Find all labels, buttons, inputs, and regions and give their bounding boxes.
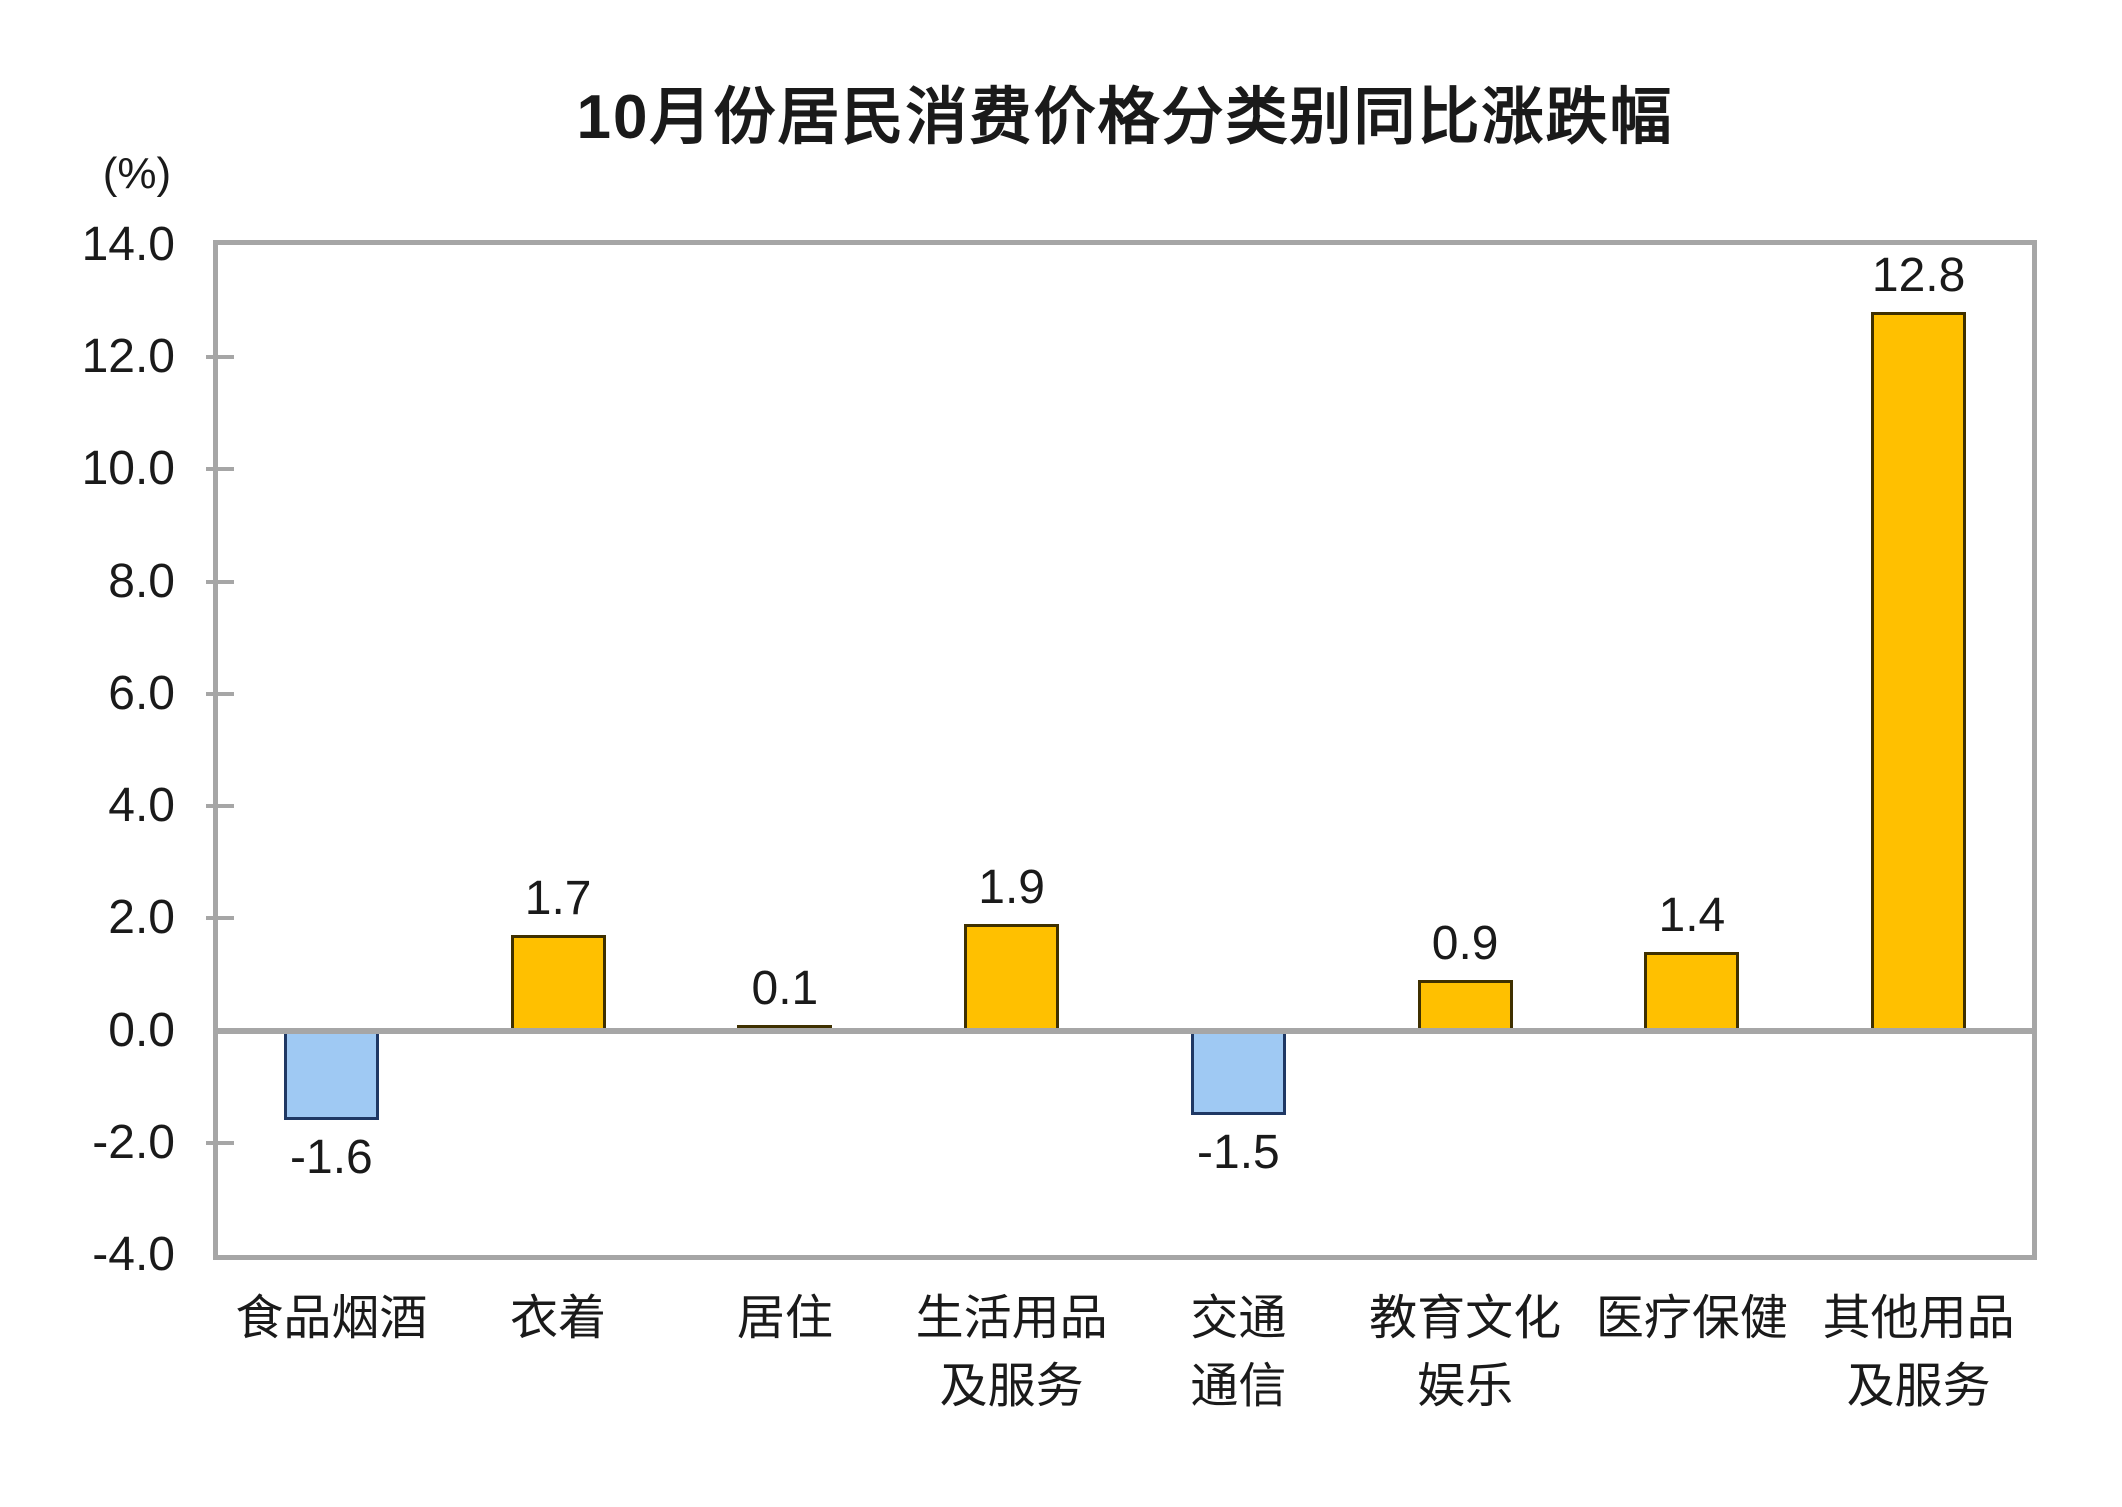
y-tick-label: -4.0	[92, 1228, 175, 1281]
x-tick-label-line: 其他用品	[1822, 1292, 2015, 1345]
x-tick-label: 其他用品 及服务	[1823, 1285, 2015, 1421]
bar	[1871, 312, 1967, 1031]
bar	[510, 935, 606, 1031]
x-tick-label: 衣着	[510, 1285, 606, 1353]
y-tick-label: 2.0	[108, 891, 175, 945]
bar-value-label: 12.8	[1871, 249, 1966, 303]
bar-value-label: 1.7	[524, 872, 592, 926]
bar-value-label: 0.9	[1431, 917, 1499, 971]
x-tick-label-line: 教育文化	[1369, 1292, 1562, 1345]
y-tick-mark	[206, 916, 234, 921]
plot-area	[213, 240, 2037, 1260]
x-tick-label-line: 及服务	[939, 1360, 1084, 1413]
x-tick-label-line: 通信	[1190, 1360, 1287, 1413]
y-tick-mark	[206, 691, 234, 696]
x-tick-label-line: 及服务	[1846, 1360, 1991, 1413]
chart-title: 10月份居民消费价格分类别同比涨跌幅	[576, 83, 1674, 152]
y-tick-mark	[206, 355, 234, 360]
y-tick-mark	[206, 804, 234, 809]
bar-value-label: 1.9	[978, 860, 1045, 914]
y-tick-label: 8.0	[108, 554, 175, 608]
y-tick-label: 14.0	[81, 218, 175, 271]
y-axis-unit-label: (%)	[102, 149, 172, 198]
x-tick-label-line: 食品烟酒	[235, 1292, 428, 1345]
x-tick-label: 医疗保健	[1596, 1285, 1788, 1353]
bar	[1417, 980, 1513, 1031]
zero-axis-line	[218, 1027, 2032, 1034]
x-tick-label: 教育文化 娱乐	[1369, 1285, 1561, 1421]
bar-value-label: 0.1	[751, 961, 819, 1015]
x-tick-label: 食品烟酒	[235, 1285, 427, 1353]
bar-value-label: -1.5	[1197, 1125, 1280, 1179]
bar	[964, 923, 1060, 1031]
bar-value-label: 1.4	[1658, 889, 1726, 942]
x-tick-label-line: 娱乐	[1417, 1360, 1514, 1413]
x-tick-label-line: 居住	[736, 1292, 833, 1345]
x-tick-label: 生活用品 及服务	[916, 1285, 1108, 1421]
y-tick-label: 4.0	[108, 779, 175, 833]
bar	[283, 1030, 379, 1121]
x-tick-label-line: 衣着	[510, 1292, 607, 1345]
x-tick-label-line: 交通	[1190, 1292, 1287, 1345]
y-tick-mark	[206, 579, 234, 584]
bar	[1190, 1030, 1286, 1115]
y-tick-mark	[206, 1140, 234, 1145]
y-tick-label: 0.0	[108, 1003, 175, 1057]
y-tick-label: 10.0	[81, 442, 175, 496]
y-tick-label: 6.0	[108, 666, 175, 720]
y-tick-label: 12.0	[81, 330, 175, 384]
x-tick-label-line: 生活用品	[915, 1292, 1108, 1345]
bar-value-label: -1.6	[290, 1131, 373, 1185]
y-tick-label: -2.0	[92, 1115, 175, 1169]
y-tick-mark	[206, 467, 234, 472]
x-tick-label: 交通 通信	[1190, 1285, 1286, 1421]
x-tick-label-line: 医疗保健	[1595, 1292, 1788, 1345]
x-tick-label: 居住	[737, 1285, 833, 1353]
bar	[1644, 952, 1740, 1031]
